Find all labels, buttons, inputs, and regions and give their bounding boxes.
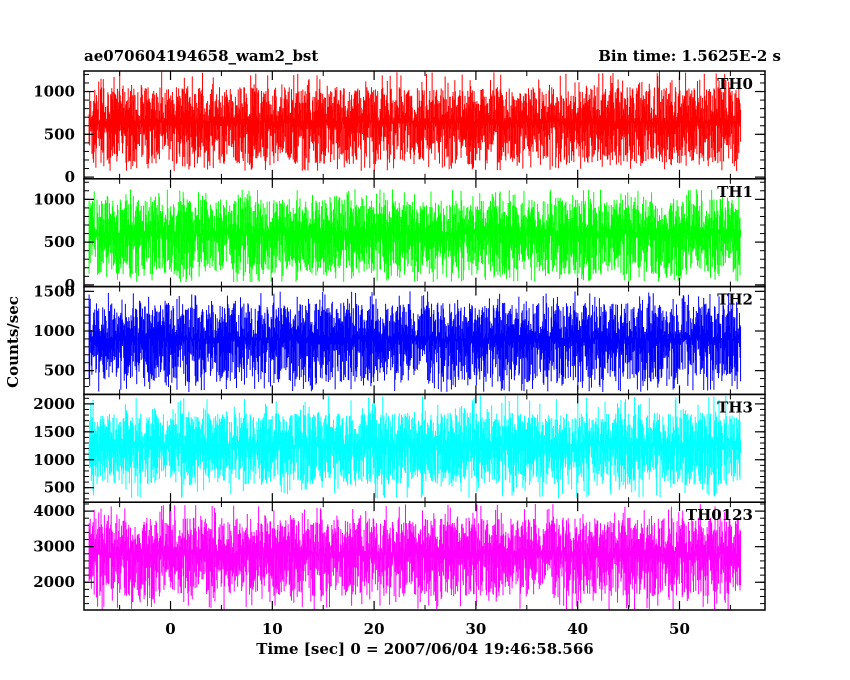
- y-tick-label: 500: [44, 362, 75, 380]
- y-tick-label: 0: [65, 168, 75, 186]
- y-tick-label: 1000: [33, 322, 75, 340]
- panel-th2: 500 1000 1500 TH2: [33, 282, 766, 396]
- chart-title: ae070604194658_wam2_bst: [84, 47, 318, 65]
- x-tick-label: 40: [567, 620, 588, 638]
- y-tick-label: 500: [44, 479, 75, 497]
- series-th0: [88, 71, 742, 171]
- y-axis-title: Counts/sec: [4, 296, 22, 388]
- y-tick-label: 1000: [33, 451, 75, 469]
- panel-label: TH0: [717, 75, 753, 93]
- y-tick-label: 4000: [33, 502, 75, 520]
- y-tick-label: 1000: [33, 190, 75, 208]
- series-th2: [88, 291, 742, 392]
- y-tick-label: 3000: [33, 538, 75, 556]
- panel-frame: [83, 501, 766, 611]
- y-tick-label: 2000: [33, 573, 75, 591]
- x-tick-label: 30: [465, 620, 486, 638]
- panel-th1: 0 500 1000 TH1: [33, 178, 766, 294]
- x-tick-label: 0: [165, 620, 175, 638]
- y-tick-label: 1500: [33, 282, 75, 300]
- panel-label: TH2: [717, 291, 753, 309]
- panel-th0: 0 500 1000 TH0: [33, 70, 766, 186]
- series-th3: [88, 395, 742, 499]
- panel-label: TH3: [717, 398, 753, 416]
- panel-label: TH0123: [686, 506, 753, 524]
- panel-th3: 500 1000 1500 2000 TH3: [33, 393, 766, 503]
- bin-time-label: Bin time: 1.5625E-2 s: [598, 47, 781, 65]
- x-tick-label: 20: [364, 620, 385, 638]
- x-tick-label: 10: [262, 620, 283, 638]
- panel-th0123: 2000 3000 4000 TH0123: [33, 501, 766, 611]
- y-tick-label: 1000: [33, 83, 75, 101]
- x-axis-title: Time [sec] 0 = 2007/06/04 19:46:58.566: [256, 640, 593, 658]
- y-tick-label: 1500: [33, 423, 75, 441]
- y-tick-label: 0: [65, 276, 75, 294]
- series-th1: [88, 189, 742, 283]
- y-tick-label: 2000: [33, 395, 75, 413]
- series-th0123: [88, 504, 742, 610]
- panel-label: TH1: [717, 183, 753, 201]
- y-tick-label: 500: [44, 125, 75, 143]
- y-tick-label: 500: [44, 233, 75, 251]
- x-tick-label: 50: [669, 620, 690, 638]
